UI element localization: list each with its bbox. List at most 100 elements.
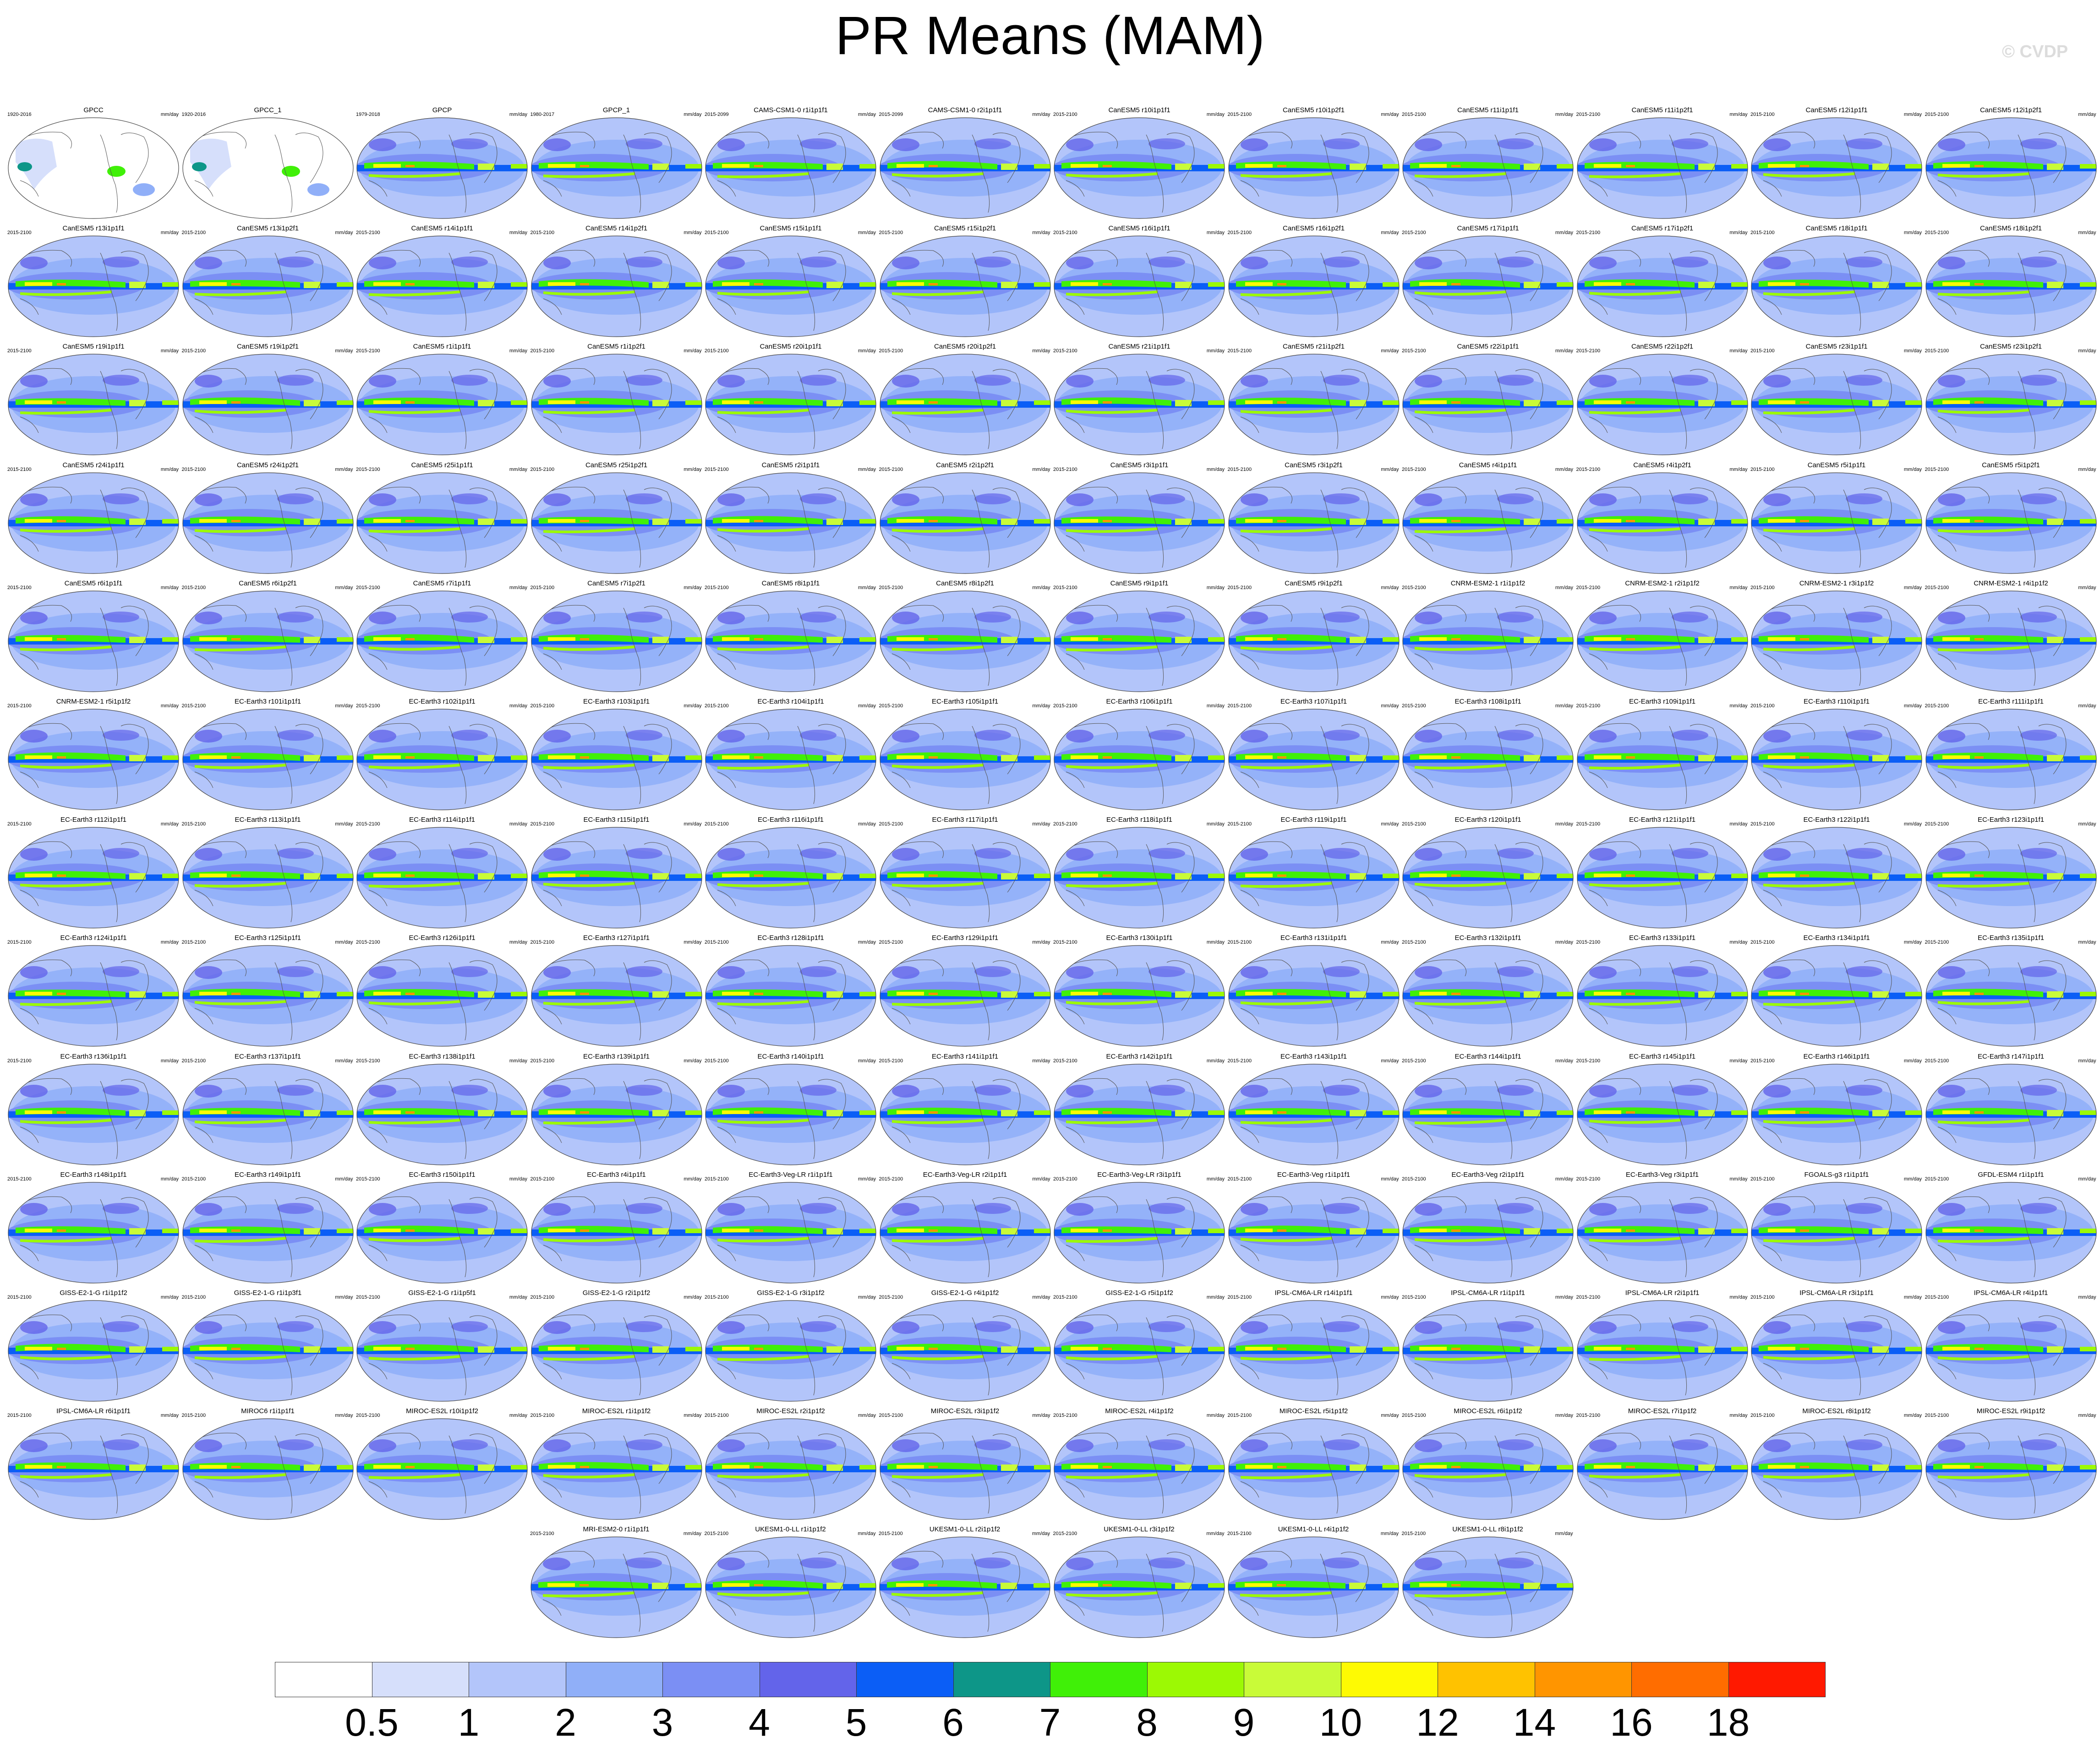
panel-title: EC-Earth3 r103i1p1f1	[583, 698, 650, 705]
map-panel: CNRM-ESM2-1 r4i1p1f2 2015-2100 mm/day	[1924, 579, 2098, 694]
panel-units: mm/day	[858, 466, 876, 472]
panel-title: CanESM5 r11i1p2f1	[1631, 106, 1693, 114]
panel-title: GISS-E2-1-G r2i1p1f2	[582, 1289, 651, 1297]
panel-years: 1920-2016	[7, 112, 32, 117]
panel-title: EC-Earth3 r120i1p1f1	[1455, 816, 1521, 824]
map-panel: GISS-E2-1-G r1i1p3f1 2015-2100 mm/day	[181, 1289, 355, 1404]
panel-years: 2015-2100	[704, 1531, 729, 1537]
panel-map	[182, 590, 354, 692]
panel-map	[356, 1063, 528, 1165]
map-panel: EC-Earth3 r148i1p1f1 2015-2100 mm/day	[6, 1171, 180, 1285]
map-panel: EC-Earth3 r114i1p1f1 2015-2100 mm/day	[355, 816, 529, 930]
panel-years: 2015-2100	[356, 1295, 380, 1300]
panel-years: 2015-2100	[879, 1058, 903, 1064]
panel-map	[1228, 1063, 1400, 1165]
panel-years: 2015-2100	[1053, 1176, 1077, 1182]
panel-title: IPSL-CM6A-LR r1i1p1f1	[1451, 1289, 1525, 1297]
panel-units: mm/day	[2078, 703, 2096, 709]
panel-units: mm/day	[1729, 1295, 1748, 1300]
panel-title: MRI-ESM2-0 r1i1p1f1	[583, 1525, 650, 1534]
panel-units: mm/day	[1729, 112, 1748, 117]
colorbar-tick-label: 2	[555, 1701, 576, 1744]
panel-years: 2015-2100	[705, 585, 729, 590]
panel-years: 2015-2100	[705, 466, 729, 472]
panel-years: 2015-2100	[530, 466, 555, 472]
panel-title: CanESM5 r14i1p1f1	[411, 224, 473, 233]
panel-title: CanESM5 r7i1p1f1	[413, 579, 471, 587]
panel-years: 2015-2100	[7, 1058, 32, 1064]
panel-years: 2015-2100	[1925, 466, 1949, 472]
panel-map	[1751, 1418, 1922, 1520]
map-panel: UKESM1-0-LL r3i1p1f2 2015-2100 mm/day	[1052, 1525, 1226, 1640]
map-panel: CanESM5 r16i1p2f1 2015-2100 mm/day	[1227, 224, 1401, 339]
map-panel: CanESM5 r5i1p1f1 2015-2100 mm/day	[1750, 461, 1924, 576]
panel-units: mm/day	[1381, 1413, 1399, 1419]
panel-units: mm/day	[160, 821, 179, 827]
panel-title: UKESM1-0-LL r2i1p1f2	[929, 1525, 1001, 1534]
panel-title: GFDL-ESM4 r1i1p1f1	[1978, 1170, 2044, 1179]
panel-units: mm/day	[1032, 1531, 1050, 1537]
panel-units: mm/day	[1206, 821, 1225, 827]
panel-units: mm/day	[858, 348, 876, 354]
panel-title: IPSL-CM6A-LR r3i1p1f1	[1799, 1289, 1874, 1297]
map-panel: EC-Earth3 r144i1p1f1 2015-2100 mm/day	[1401, 1053, 1575, 1167]
panel-units: mm/day	[1903, 1176, 1922, 1182]
panel-units: mm/day	[2078, 1413, 2096, 1419]
panel-map	[1925, 1182, 2097, 1284]
panel-title: CanESM5 r9i1p1f1	[1110, 579, 1169, 587]
map-panel: EC-Earth3 r119i1p1f1 2015-2100 mm/day	[1227, 816, 1401, 930]
panel-title: EC-Earth3 r130i1p1f1	[1106, 934, 1173, 942]
colorbar-box	[856, 1662, 954, 1697]
panel-years: 2015-2100	[1750, 1176, 1775, 1182]
panel-map	[8, 590, 179, 692]
panel-map	[1925, 945, 2097, 1047]
panel-years: 2015-2100	[1402, 230, 1426, 236]
panel-title: EC-Earth3 r148i1p1f1	[60, 1170, 127, 1179]
panel-units: mm/day	[684, 466, 702, 472]
panel-title: CanESM5 r8i1p2f1	[936, 579, 994, 587]
map-panel: CanESM5 r3i1p1f1 2015-2100 mm/day	[1052, 461, 1226, 576]
panel-units: mm/day	[160, 1058, 179, 1064]
panel-units: mm/day	[1903, 585, 1922, 590]
panel-units: mm/day	[1729, 1058, 1748, 1064]
map-panel: UKESM1-0-LL r1i1p1f2 2015-2100 mm/day	[704, 1525, 878, 1640]
panel-title: IPSL-CM6A-LR r4i1p1f1	[1974, 1289, 2048, 1297]
map-panel: CAMS-CSM1-0 r2i1p1f1 2015-2099 mm/day	[878, 106, 1052, 221]
map-panel: CanESM5 r7i1p2f1 2015-2100 mm/day	[530, 579, 704, 694]
panel-years: 2015-2100	[1402, 821, 1426, 827]
panel-years: 2015-2100	[1925, 1413, 1949, 1419]
map-panel: CanESM5 r23i1p2f1 2015-2100 mm/day	[1924, 343, 2098, 457]
panel-years: 2015-2100	[705, 1058, 729, 1064]
panel-map	[356, 1182, 528, 1284]
panel-map	[1576, 709, 1748, 810]
panel-units: mm/day	[858, 940, 876, 945]
panel-map	[530, 827, 702, 929]
panel-title: MIROC-ES2L r3i1p1f2	[930, 1407, 1000, 1415]
map-panel: CanESM5 r6i1p2f1 2015-2100 mm/day	[181, 579, 355, 694]
panel-title: FGOALS-g3 r1i1p1f1	[1804, 1170, 1869, 1179]
panel-years: 2015-2100	[1227, 230, 1252, 236]
panel-title: EC-Earth3 r106i1p1f1	[1106, 698, 1173, 705]
panel-map	[1576, 590, 1748, 692]
map-panel: EC-Earth3 r124i1p1f1 2015-2100 mm/day	[6, 934, 180, 1049]
panel-map	[1576, 1182, 1748, 1284]
panel-map	[705, 1063, 876, 1165]
panel-title: EC-Earth3 r121i1p1f1	[1629, 816, 1696, 824]
panel-map	[182, 945, 354, 1047]
panel-map	[1402, 472, 1574, 574]
panel-units: mm/day	[1381, 940, 1399, 945]
panel-map	[1054, 1182, 1225, 1284]
panel-map	[1054, 709, 1225, 810]
panel-title: GPCP	[432, 106, 452, 114]
map-panel: CanESM5 r21i1p2f1 2015-2100 mm/day	[1227, 343, 1401, 457]
panel-map	[8, 1063, 179, 1165]
map-panel: MIROC-ES2L r5i1p1f2 2015-2100 mm/day	[1227, 1407, 1401, 1522]
panel-years: 2015-2100	[1750, 466, 1775, 472]
map-panel: CanESM5 r22i1p1f1 2015-2100 mm/day	[1401, 343, 1575, 457]
panel-title: EC-Earth3 r141i1p1f1	[931, 1052, 999, 1060]
panel-years: 2015-2100	[530, 1058, 555, 1064]
panel-years: 2015-2100	[1227, 1531, 1252, 1537]
colorbar-tick-label: 9	[1233, 1701, 1255, 1744]
panel-map	[705, 827, 876, 929]
panel-units: mm/day	[335, 348, 353, 354]
